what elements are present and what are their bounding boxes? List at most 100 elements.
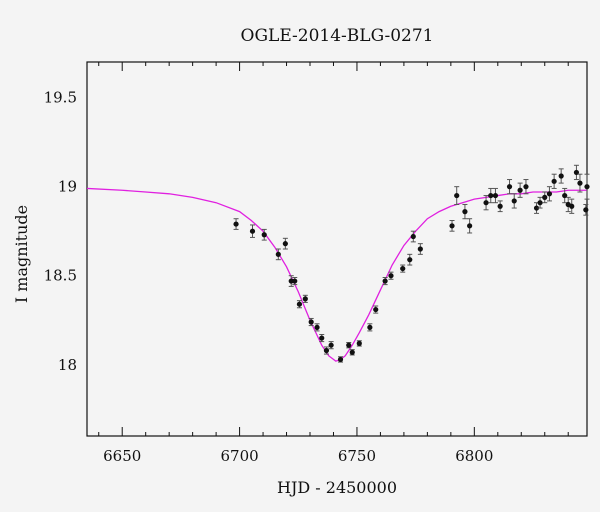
data-point-group [558, 168, 564, 184]
y-tick-label: 19 [58, 178, 77, 196]
data-point-group [523, 179, 529, 195]
data-point-group [467, 218, 473, 234]
data-point [577, 180, 583, 186]
data-point-group [356, 340, 362, 347]
data-point [551, 178, 557, 184]
data-point [542, 194, 548, 200]
data-point-group [249, 224, 256, 238]
x-tick-label: 6650 [103, 447, 141, 465]
y-tick-label: 18.5 [44, 267, 77, 285]
model-curve-group [86, 187, 587, 362]
data-point [488, 192, 494, 199]
data-point [537, 200, 543, 206]
data-point-group [573, 164, 580, 181]
data-point [349, 349, 355, 355]
data-point-group [407, 253, 413, 266]
data-point-group [577, 173, 583, 193]
data-point [506, 184, 513, 190]
data-point-group [492, 187, 499, 204]
data-point [356, 340, 362, 346]
data-point [584, 184, 590, 190]
data-point-group [533, 202, 540, 214]
x-tick-label: 6800 [455, 447, 493, 465]
data-point [400, 265, 406, 272]
data-point [517, 187, 523, 193]
data-point-group [506, 179, 513, 195]
data-point-group [308, 317, 314, 327]
data-point-group [382, 276, 388, 286]
data-point-group [517, 182, 523, 198]
data-point-group [292, 276, 298, 286]
data-point [233, 221, 239, 227]
data-point [314, 324, 320, 330]
data-point-group [511, 193, 517, 209]
data-point-group [346, 342, 352, 349]
data-point [249, 228, 256, 234]
data-point [417, 246, 423, 252]
data-point [292, 278, 298, 284]
plot-border [86, 61, 588, 437]
data-point-group [546, 186, 553, 202]
data-point-group [400, 264, 406, 273]
data-point [407, 257, 413, 263]
data-point [492, 192, 499, 199]
data-point-group [373, 305, 379, 314]
data-point-group [537, 196, 543, 209]
data-point-group [488, 187, 494, 204]
x-tick-label: 6700 [220, 447, 258, 465]
data-point-group [261, 228, 267, 241]
data-point [308, 319, 314, 325]
data-point [462, 209, 468, 215]
data-point [454, 192, 460, 199]
data-point [483, 200, 489, 206]
data-point [467, 223, 473, 229]
data-point [533, 205, 540, 211]
data-point-group [302, 294, 308, 303]
data-point-group [367, 323, 373, 332]
data-point-group [388, 271, 394, 280]
data-point-group [349, 349, 355, 356]
data-point [328, 342, 334, 348]
data-point [569, 203, 575, 209]
data-point [296, 301, 303, 307]
data-point [367, 324, 373, 330]
data-point-group [462, 203, 468, 220]
data-point-group [583, 203, 589, 216]
data-point-group [454, 186, 460, 205]
axis-ticks [98, 62, 569, 436]
data-point-group [296, 300, 303, 309]
data-point-group [328, 341, 334, 350]
data-points-group [233, 164, 590, 363]
data-point [319, 335, 325, 341]
data-point-group [282, 237, 288, 250]
data-point [546, 191, 553, 197]
y-tick-label: 18 [58, 356, 77, 374]
data-point [302, 296, 308, 302]
data-point [275, 251, 281, 257]
plot-frame [86, 61, 588, 437]
data-point-group [483, 195, 489, 211]
data-point-group [417, 243, 423, 255]
data-point [523, 184, 529, 190]
data-point-group [314, 323, 320, 332]
data-point [497, 203, 503, 209]
data-point-group [233, 218, 239, 230]
data-point-group [337, 356, 344, 363]
model-curve [86, 187, 587, 362]
x-tick-label: 6750 [338, 447, 376, 465]
data-point [337, 356, 344, 363]
data-point [583, 207, 589, 213]
data-point-group [319, 333, 325, 343]
data-point-group [323, 346, 330, 355]
y-tick-label: 19.5 [44, 89, 77, 107]
data-point-group [551, 173, 557, 189]
data-point [449, 223, 455, 229]
data-point [511, 198, 517, 204]
chart-title: OGLE-2014-BLG-0271 [241, 26, 434, 46]
data-point [410, 233, 416, 240]
data-point [382, 278, 388, 284]
data-point [261, 232, 267, 238]
data-point-group [410, 230, 416, 243]
data-point-group [275, 248, 281, 261]
